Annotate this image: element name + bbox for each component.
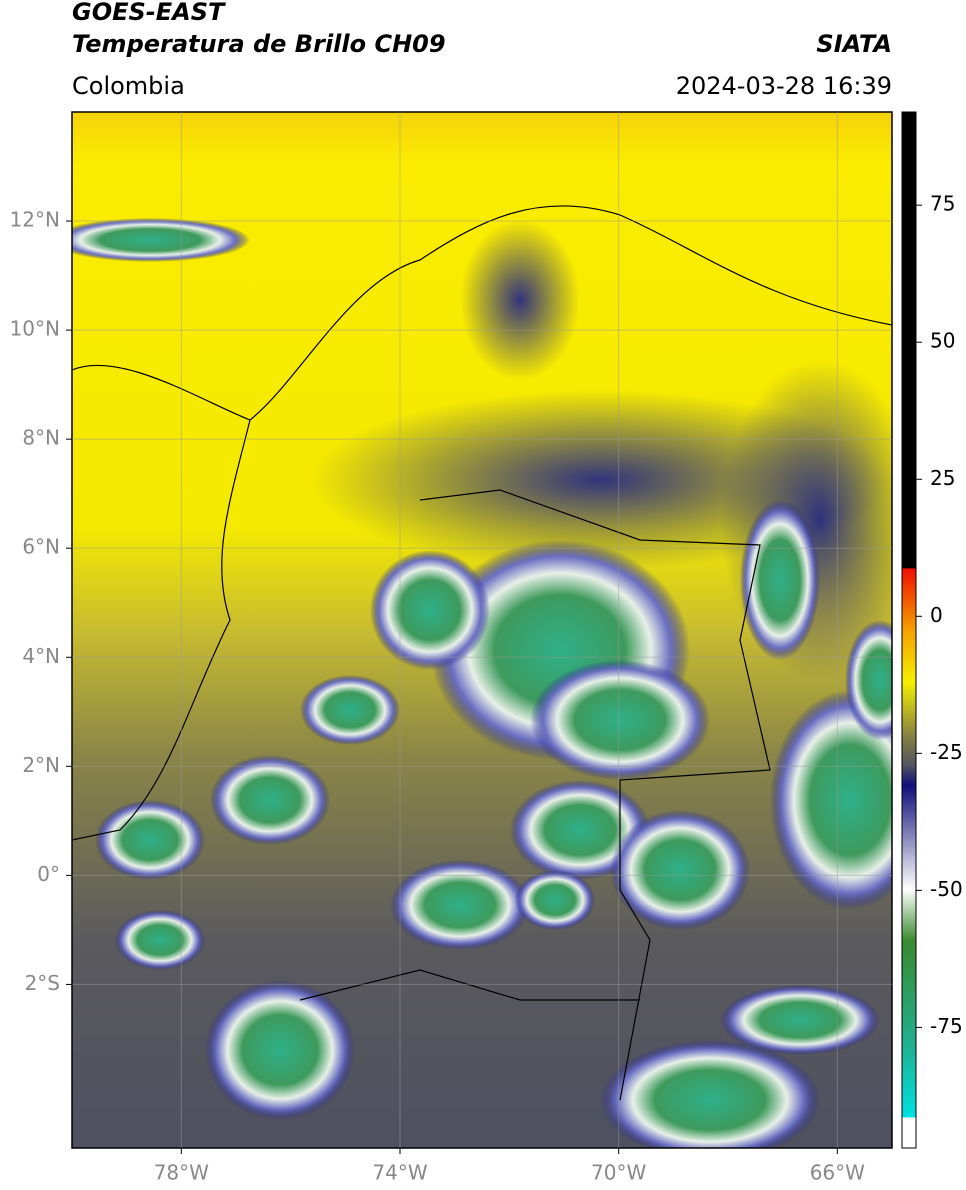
y-tick-label: 4°N	[22, 644, 60, 668]
colorbar	[901, 111, 917, 1149]
colorbar-tick-label: -50	[930, 877, 963, 901]
region: Colombia	[72, 72, 185, 100]
y-tick-label: 8°N	[22, 426, 60, 450]
y-tick-label: 0°	[37, 862, 60, 886]
y-tick-label: 6°N	[22, 535, 60, 559]
datetime: 2024-03-28 16:39	[676, 72, 892, 100]
x-tick-label: 70°W	[591, 1161, 646, 1185]
colorbar-tick-label: 25	[930, 466, 955, 490]
colorbar-tick-label: 75	[930, 192, 955, 216]
map-image	[72, 112, 892, 1148]
y-tick-label: 12°N	[10, 208, 60, 232]
y-tick-label: 2°S	[25, 971, 60, 995]
map-frame	[71, 111, 893, 1149]
colorbar-tick-label: 0	[930, 603, 943, 627]
borders	[72, 205, 892, 1101]
colorbar-tick-label: -75	[930, 1014, 963, 1038]
x-tick-label: 66°W	[810, 1161, 865, 1185]
colorbar-tick-label: 50	[930, 329, 955, 353]
x-tick-label: 78°W	[154, 1161, 209, 1185]
y-tick-label: 10°N	[10, 317, 60, 341]
subtitle: Temperatura de Brillo CH09	[72, 30, 446, 58]
colorbar-tick-label: -25	[930, 740, 963, 764]
title: GOES-EAST	[72, 0, 226, 26]
source: SIATA	[816, 30, 892, 58]
x-tick-label: 74°W	[372, 1161, 427, 1185]
y-tick-label: 2°N	[22, 753, 60, 777]
